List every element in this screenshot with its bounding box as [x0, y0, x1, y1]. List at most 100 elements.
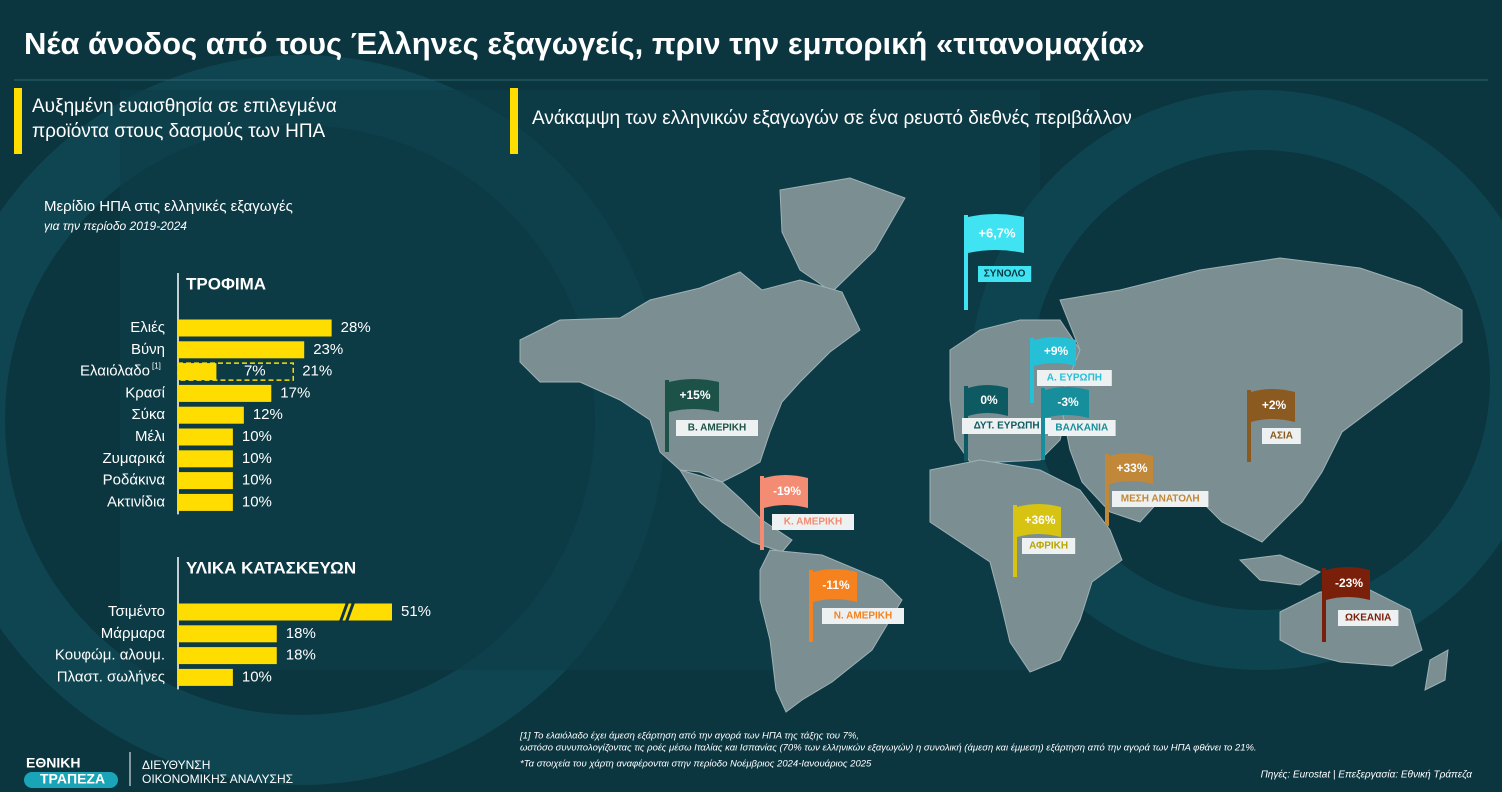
flag [1326, 567, 1370, 600]
flag-pole [1030, 338, 1034, 403]
flag-value: -19% [773, 484, 801, 498]
flag [669, 379, 719, 412]
category-label: Κρασί [125, 384, 165, 401]
region-box [978, 266, 1032, 282]
flag-pole [1013, 505, 1017, 577]
accent-bar [14, 88, 22, 154]
flag [1017, 504, 1061, 537]
region-box [1037, 370, 1112, 386]
category-label: Σύκα [132, 406, 166, 423]
department: ΔΙΕΥΘΥΝΣΗ [142, 758, 210, 772]
land [779, 177, 906, 293]
value-label: 51% [401, 603, 431, 620]
value-label: 21% [302, 363, 332, 380]
category-label: Μάρμαρα [101, 625, 166, 642]
region-name: Κ. ΑΜΕΡΙΚΗ [784, 517, 843, 528]
flag-value: +6,7% [978, 225, 1016, 240]
category-label: Ροδάκινα [103, 472, 166, 489]
bar [178, 472, 233, 490]
flag-value: -23% [1335, 576, 1363, 590]
category-label: Ζυμαρικά [102, 450, 165, 467]
axis-break [344, 600, 356, 624]
value-label: 28% [341, 319, 371, 336]
bar-total [177, 362, 294, 381]
bar [178, 406, 244, 424]
flag-pole [1041, 388, 1045, 460]
left-heading: Αυξημένη ευαισθησία σε επιλεγμένα προϊόν… [32, 96, 337, 142]
bar [178, 384, 272, 402]
region-name: ΩΚΕΑΝΙΑ [1345, 613, 1391, 624]
flag [1045, 387, 1089, 418]
region-name: ΜΕΣΗ ΑΝΑΤΟΛΗ [1121, 494, 1200, 505]
bar [178, 341, 305, 359]
value-label: 23% [313, 341, 343, 358]
region-name: Α. ΕΥΡΩΠΗ [1047, 373, 1102, 384]
flag-value: +33% [1116, 461, 1147, 475]
category-label: Πλαστ. σωλήνες [57, 668, 165, 685]
direct-value-label: 7% [244, 363, 266, 380]
flag-pole [1105, 454, 1109, 526]
flag-pole [665, 380, 669, 452]
flag [1251, 389, 1295, 422]
bar [178, 450, 233, 468]
category-label: Ελιές [130, 319, 165, 336]
chart-title: Μερίδιο ΗΠΑ στις ελληνικές εξαγωγές [44, 198, 293, 215]
region-box [962, 418, 1052, 434]
region-box [1112, 491, 1209, 507]
bar-direct [178, 363, 217, 381]
heading-box: Αυξημένη ευαισθησία σε επιλεγμένα προϊόν… [32, 96, 337, 142]
flag-value: +9% [1044, 344, 1069, 358]
flag-pole [760, 476, 764, 550]
value-label: 10% [242, 450, 272, 467]
region-box [1022, 538, 1076, 554]
footnote: ωστόσο συνυπολογίζοντας τις ροές μέσω Ιτ… [520, 743, 1257, 754]
land [759, 549, 903, 713]
bar [178, 625, 277, 643]
bar [178, 647, 277, 665]
flag-pole [1247, 390, 1251, 462]
flag [968, 385, 1008, 416]
flag-value: 0% [980, 393, 998, 407]
region-name: Β. ΑΜΕΡΙΚΗ [688, 423, 747, 434]
footnote: *Τα στοιχεία του χάρτη αναφέρονται στην … [520, 759, 872, 770]
flag-value: +15% [679, 388, 710, 402]
group-title: ΤΡΟΦΙΜΑ [186, 274, 266, 293]
flag-pole [1322, 568, 1326, 642]
bar [178, 603, 392, 621]
land [519, 271, 861, 483]
region-name: ΣΥΝΟΛΟ [984, 269, 1026, 280]
flag-value: -3% [1057, 395, 1079, 409]
source: Πηγές: Eurostat | Επεξεργασία: Εθνική Τρ… [1261, 769, 1473, 781]
flag [968, 214, 1024, 253]
region-name: ΑΣΙΑ [1270, 431, 1293, 442]
bar [178, 319, 332, 337]
region-box [1338, 610, 1399, 626]
value-label: 10% [242, 493, 272, 510]
region-box [1262, 428, 1301, 444]
region-box [822, 608, 904, 624]
logo-pill [24, 772, 118, 788]
category-label: Μέλι [135, 428, 165, 445]
footnote-marker: [1] [152, 362, 161, 371]
title: Νέα άνοδος από τους Έλληνες εξαγωγείς, π… [24, 26, 1145, 61]
region-name: ΒΑΛΚΑΝΙΑ [1055, 423, 1108, 434]
value-label: 10% [242, 668, 272, 685]
flag [1109, 453, 1153, 484]
category-label: Κουφώμ. αλουμ. [55, 647, 165, 664]
value-label: 17% [280, 384, 310, 401]
value-label: 18% [286, 647, 316, 664]
value-label: 10% [242, 428, 272, 445]
category-label: Βύνη [131, 341, 165, 358]
region-box [676, 420, 758, 436]
logo-text: ΤΡΑΠΕΖΑ [40, 771, 105, 787]
flag [1034, 337, 1076, 366]
flag-value: -11% [822, 578, 850, 592]
category-label: Τσιμέντο [108, 603, 165, 620]
department: ΟΙΚΟΝΟΜΙΚΗΣ ΑΝΑΛΥΣΗΣ [142, 772, 293, 786]
region-name: ΑΦΡΙΚΗ [1029, 541, 1068, 552]
logo-text: ΕΘΝΙΚΗ [26, 755, 80, 771]
bar [178, 428, 233, 446]
accent-bar [510, 88, 518, 154]
